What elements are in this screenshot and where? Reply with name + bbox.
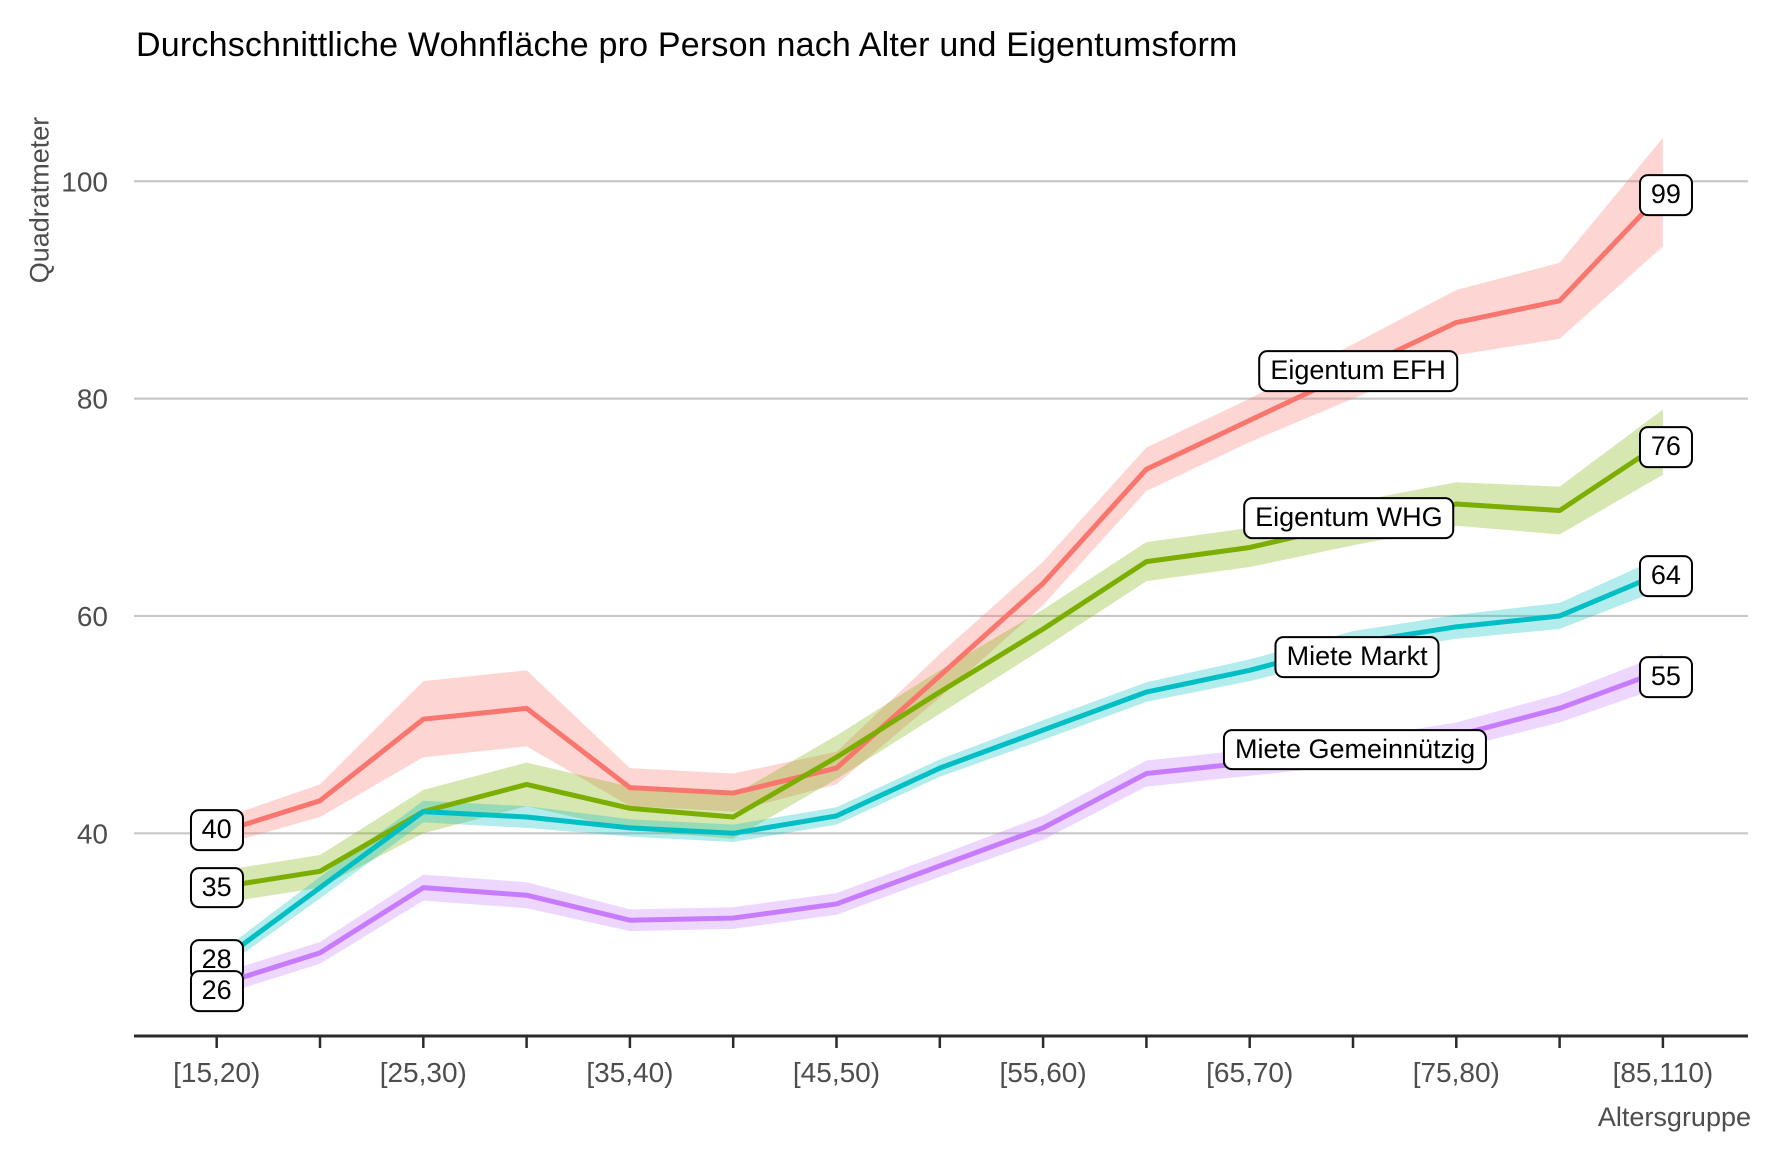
- x-tick-label-7: [85,110): [1613, 1057, 1714, 1088]
- x-tick-label-1: [25,30): [380, 1057, 467, 1088]
- page-title: Durchschnittliche Wohnfläche pro Person …: [136, 26, 1238, 64]
- end-value-label-miete-gemeinnuetzig: 55: [1638, 656, 1693, 699]
- x-tick-label-2: [35,40): [586, 1057, 673, 1088]
- x-tick-label-5: [65,70): [1206, 1057, 1293, 1088]
- start-value-label-eigentum-whg: 35: [189, 866, 244, 909]
- line-eigentum-efh: [214, 189, 1666, 836]
- start-value-label-eigentum-efh: 40: [189, 809, 244, 852]
- series-label-eigentum-whg: Eigentum WHG: [1243, 497, 1455, 540]
- x-axis-title: Altersgruppe: [1597, 1102, 1751, 1132]
- end-value-label-miete-markt: 64: [1638, 555, 1693, 598]
- start-value-label-miete-gemeinnuetzig: 26: [189, 970, 244, 1013]
- x-tick-label-4: [55,60): [1000, 1057, 1087, 1088]
- line-miete-markt: [214, 569, 1666, 967]
- x-tick-label-0: [15,20): [173, 1057, 260, 1088]
- y-tick-label-40: 40: [77, 818, 108, 849]
- y-tick-label-60: 60: [77, 601, 108, 632]
- end-value-label-eigentum-whg: 76: [1638, 426, 1693, 468]
- series-label-miete-markt: Miete Markt: [1274, 636, 1440, 679]
- ribbon-miete-gemeinnuetzig: [216, 653, 1663, 997]
- y-tick-label-100: 100: [61, 166, 108, 197]
- x-tick-label-6: [75,80): [1413, 1057, 1500, 1088]
- y-tick-label-80: 80: [77, 384, 108, 415]
- series-label-miete-gemeinnuetzig: Miete Gemeinnützig: [1223, 728, 1488, 771]
- end-value-label-eigentum-efh: 99: [1638, 174, 1693, 217]
- ribbon-eigentum-efh: [216, 137, 1663, 847]
- series-label-eigentum-efh: Eigentum EFH: [1258, 350, 1458, 393]
- x-tick-label-3: [45,50): [793, 1057, 880, 1088]
